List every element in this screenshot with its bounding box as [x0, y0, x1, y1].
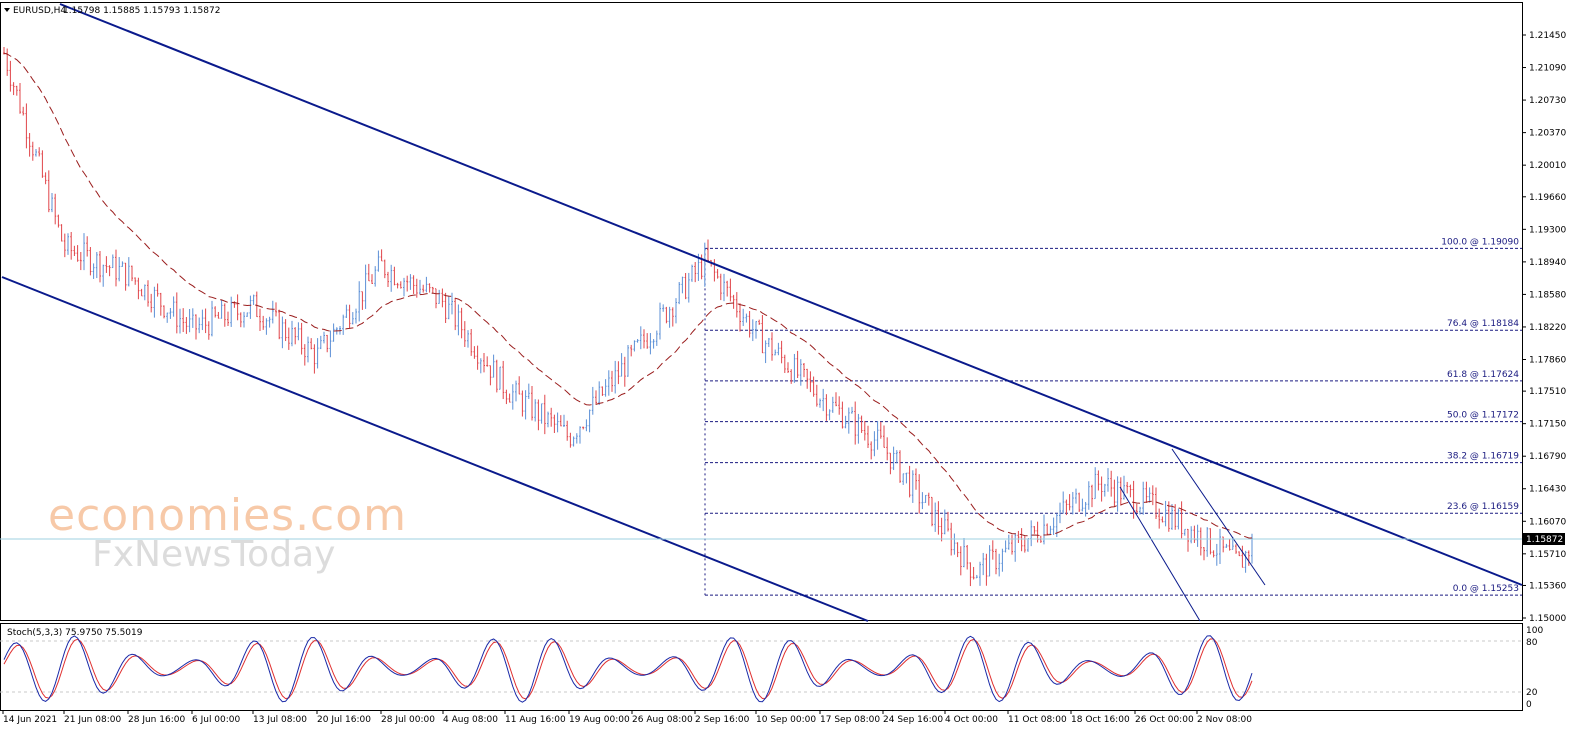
time-tick-label: 26 Oct 00:00	[1135, 715, 1194, 725]
time-tick-label: 4 Aug 08:00	[443, 715, 498, 725]
stoch-signal-line	[3, 638, 1253, 700]
fib-level-label: 50.0 @ 1.17172	[1447, 411, 1519, 421]
price-tick-label: 1.16790	[1529, 452, 1566, 462]
price-tick-label: 1.21450	[1529, 31, 1566, 41]
price-tick-label: 1.18220	[1529, 323, 1566, 333]
price-tick-label: 1.16430	[1529, 485, 1566, 495]
fib-level-label: 38.2 @ 1.16719	[1447, 452, 1519, 462]
candles	[3, 46, 1253, 587]
time-tick-label: 4 Oct 00:00	[945, 715, 998, 725]
fib-level-label: 61.8 @ 1.17624	[1447, 370, 1519, 380]
stoch-tick-80: 80	[1526, 638, 1538, 648]
wedge-line-1	[1171, 448, 1266, 586]
time-tick-label: 28 Jul 00:00	[381, 715, 435, 725]
fibonacci-levels: 100.0 @ 1.19090 76.4 @ 1.18184 61.8 @ 1.17…	[704, 237, 1522, 596]
watermark: economies.com FxNewsToday	[48, 490, 407, 575]
price-tick-label: 1.17510	[1529, 387, 1566, 397]
time-tick-label: 14 Jun 2021	[3, 715, 57, 725]
time-tick-label: 11 Oct 08:00	[1008, 715, 1067, 725]
time-tick-label: 26 Aug 08:00	[632, 715, 693, 725]
wedge-line-2	[1119, 486, 1201, 622]
time-tick-label: 17 Sep 08:00	[820, 715, 880, 725]
price-tick-label: 1.18940	[1529, 258, 1566, 268]
price-tick-label: 1.15710	[1529, 550, 1566, 560]
time-tick-label: 20 Jul 16:00	[317, 715, 371, 725]
price-axis: 1.21450 1.21090 1.20730 1.20370 1.20010 1.196…	[1522, 31, 1566, 624]
price-tick-label: 1.16070	[1529, 517, 1566, 527]
chart-header: EURUSD,H4 1.15798 1.15885 1.15793 1.1587…	[4, 6, 220, 16]
time-axis: 14 Jun 2021 21 Jun 08:00 28 Jun 16:00 6 Jul…	[2, 710, 1252, 725]
channel-lower-line	[1, 276, 869, 622]
price-tick-label: 1.15360	[1529, 581, 1566, 591]
watermark-line1: economies.com	[48, 490, 407, 541]
stoch-main-line	[3, 635, 1253, 703]
channel-upper-line	[59, 3, 1523, 586]
fib-level-label: 100.0 @ 1.19090	[1441, 237, 1519, 247]
stoch-tick-0: 0	[1526, 700, 1532, 710]
moving-average-line	[3, 52, 1252, 539]
stoch-label: Stoch(5,3,3) 75.9750 75.5019	[7, 628, 143, 638]
current-price-tag: 1.15872	[1523, 533, 1565, 545]
stoch-tick-100: 100	[1526, 626, 1543, 636]
time-tick-label: 6 Jul 00:00	[192, 715, 241, 725]
chevron-down-icon[interactable]	[4, 8, 10, 12]
price-tick-label: 1.15000	[1529, 614, 1566, 624]
current-price-label: 1.15872	[1526, 535, 1563, 545]
price-tick-label: 1.21090	[1529, 64, 1566, 74]
time-tick-label: 10 Sep 00:00	[756, 715, 816, 725]
time-tick-label: 19 Aug 00:00	[569, 715, 630, 725]
fib-level-label: 23.6 @ 1.16159	[1447, 502, 1519, 512]
price-tick-label: 1.20010	[1529, 161, 1566, 171]
time-tick-label: 21 Jun 08:00	[64, 715, 121, 725]
time-tick-label: 13 Jul 08:00	[253, 715, 307, 725]
stoch-panel	[0, 623, 1523, 711]
main-panel	[0, 2, 1523, 621]
fib-level-label: 76.4 @ 1.18184	[1447, 319, 1519, 329]
price-tick-label: 1.20370	[1529, 129, 1566, 139]
price-tick-label: 1.20730	[1529, 96, 1566, 106]
ohlc-values: 1.15798 1.15885 1.15793 1.15872	[63, 6, 220, 16]
price-tick-label: 1.17150	[1529, 420, 1566, 430]
time-tick-label: 11 Aug 16:00	[505, 715, 566, 725]
price-tick-label: 1.17860	[1529, 355, 1566, 365]
time-tick-label: 2 Nov 08:00	[1197, 715, 1252, 725]
watermark-line2: FxNewsToday	[92, 534, 335, 575]
fib-level-label: 0.0 @ 1.15253	[1453, 584, 1519, 594]
time-tick-label: 24 Sep 16:00	[883, 715, 943, 725]
stoch-axis: 100 80 20 0	[1526, 626, 1543, 710]
time-tick-label: 2 Sep 16:00	[695, 715, 750, 725]
price-tick-label: 1.19300	[1529, 225, 1566, 235]
symbol-label: EURUSD,H4	[13, 6, 66, 16]
price-tick-label: 1.18580	[1529, 290, 1566, 300]
time-tick-label: 28 Jun 16:00	[128, 715, 185, 725]
price-tick-label: 1.19660	[1529, 193, 1566, 203]
stoch-tick-20: 20	[1526, 688, 1538, 698]
time-tick-label: 18 Oct 16:00	[1071, 715, 1130, 725]
